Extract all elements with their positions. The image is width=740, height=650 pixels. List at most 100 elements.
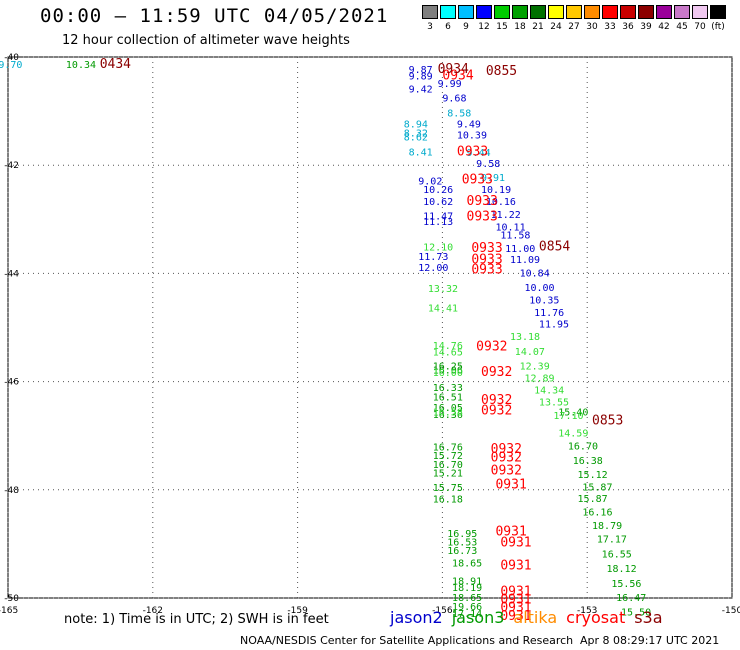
color-scale-label: 24 [550, 22, 562, 32]
data-point-label: 11.22 [491, 210, 521, 221]
x-tick-label: -153 [577, 606, 597, 616]
color-scale-label: 21 [532, 22, 544, 32]
x-tick-label: -159 [287, 606, 308, 616]
data-point-label: 17.10 [553, 411, 583, 422]
data-point-label: 0932 [491, 450, 522, 465]
legend-item: altika [513, 608, 558, 627]
data-point-label: 0933 [457, 145, 488, 160]
data-point-label: 0931 [500, 593, 531, 608]
x-tick-label: -156 [432, 606, 453, 616]
color-scale-label: 70 [694, 22, 706, 32]
color-swatch [440, 5, 456, 19]
data-point-label: 16.73 [447, 546, 477, 557]
data-point-label: 10.34 [66, 60, 96, 71]
data-point-label: 11.00 [505, 244, 535, 255]
data-point-label: 18.19 [452, 583, 482, 594]
data-point-label: 16.00 [433, 368, 463, 379]
data-point-label: 8.62 [404, 133, 428, 144]
x-tick-label: -150 [722, 606, 740, 616]
color-scale-label: 39 [640, 22, 652, 32]
data-point-label: 0934 [442, 68, 473, 83]
color-scale-label: 15 [496, 22, 508, 32]
data-point-label: 9.87 [409, 65, 433, 76]
y-tick-label: -40 [4, 53, 19, 63]
data-point-label: 14.59 [558, 428, 588, 439]
data-point-label: 9.58 [476, 159, 500, 170]
data-point-label: 13.32 [428, 284, 458, 295]
data-point-label: 0932 [491, 442, 522, 457]
legend-item: cryosat [566, 608, 626, 627]
data-point-label: 11.58 [500, 230, 530, 241]
data-point-label: 8.41 [409, 148, 433, 159]
data-point-label: 0931 [495, 477, 526, 492]
data-point-label: 0933 [467, 194, 498, 209]
data-point-label: 0931 [500, 601, 531, 616]
color-scale-label: 36 [622, 22, 634, 32]
color-swatch [656, 5, 672, 19]
color-swatch [620, 5, 636, 19]
data-point-label: 12.10 [423, 242, 453, 253]
color-scale-label: 9 [463, 22, 469, 32]
data-point-label: 15.87 [578, 494, 608, 505]
data-point-label: 10.16 [486, 197, 516, 208]
x-tick-label: -162 [143, 606, 163, 616]
color-scale-label: 18 [514, 22, 526, 32]
data-point-label: 0855 [486, 64, 517, 79]
data-point-label: 16.05 [433, 403, 463, 414]
data-point-label: 15.40 [558, 407, 588, 418]
color-scale-label: 42 [658, 22, 670, 32]
data-point-label: 10.19 [481, 185, 511, 196]
color-swatch [476, 5, 492, 19]
data-point-label: 0931 [500, 535, 531, 550]
data-point-label: 16.06 [433, 366, 463, 377]
data-point-label: 14.76 [433, 341, 463, 352]
data-point-label: 16.51 [433, 393, 463, 404]
data-point-label: 8.58 [447, 109, 471, 120]
data-point-label: 0932 [476, 339, 507, 354]
color-scale-label: 33 [604, 22, 616, 32]
color-scale-label: 3 [427, 22, 433, 32]
data-point-label: 11.13 [423, 217, 453, 228]
data-point-label: 0933 [471, 263, 502, 278]
data-point-label: 16.76 [433, 443, 463, 454]
chart-subtitle: 12 hour collection of altimeter wave hei… [62, 33, 350, 48]
data-point-label: 10.39 [457, 130, 487, 141]
data-point-label: 11.95 [539, 320, 569, 331]
data-point-label: 0853 [592, 414, 623, 429]
y-tick-label: -48 [4, 486, 19, 496]
data-point-label: 15.75 [433, 483, 463, 494]
data-point-label: 18.65 [452, 593, 482, 604]
data-point-label: 10.26 [423, 185, 453, 196]
color-scale-label: 6 [445, 22, 451, 32]
data-point-label: 9.89 [409, 71, 433, 82]
data-point-label: 9.44 [467, 148, 491, 159]
color-scale-label: 30 [586, 22, 598, 32]
data-point-label: 15.87 [582, 483, 612, 494]
x-tick-label: -165 [0, 606, 18, 616]
color-swatch [602, 5, 618, 19]
legend-item: jason2 [390, 608, 443, 627]
data-point-label: 13.18 [510, 332, 540, 343]
data-point-label: 12.89 [524, 373, 554, 384]
data-point-label: 16.58 [433, 407, 463, 418]
data-point-label: 18.79 [592, 521, 622, 532]
data-point-label: 0934 [438, 62, 469, 77]
plot-frame [7, 56, 733, 599]
color-swatch [512, 5, 528, 19]
y-tick-label: -44 [4, 269, 19, 279]
data-point-label: 16.47 [616, 593, 646, 604]
color-scale-label: 27 [568, 22, 580, 32]
data-point-label: 0933 [462, 172, 493, 187]
data-point-label: 9.70 [0, 60, 22, 71]
color-swatch [422, 5, 438, 19]
data-point-label: 15.72 [433, 451, 463, 462]
data-point-label: 16.16 [582, 507, 612, 518]
data-point-label: 11.09 [510, 255, 540, 266]
data-point-label: 0932 [481, 365, 512, 380]
data-point-label: 16.95 [447, 529, 477, 540]
data-point-label: 15.50 [621, 608, 651, 619]
data-point-label: 10.35 [529, 295, 559, 306]
satellite-legend: jason2 jason3 altika cryosat s3a [390, 608, 672, 627]
y-tick-label: -42 [4, 161, 19, 171]
